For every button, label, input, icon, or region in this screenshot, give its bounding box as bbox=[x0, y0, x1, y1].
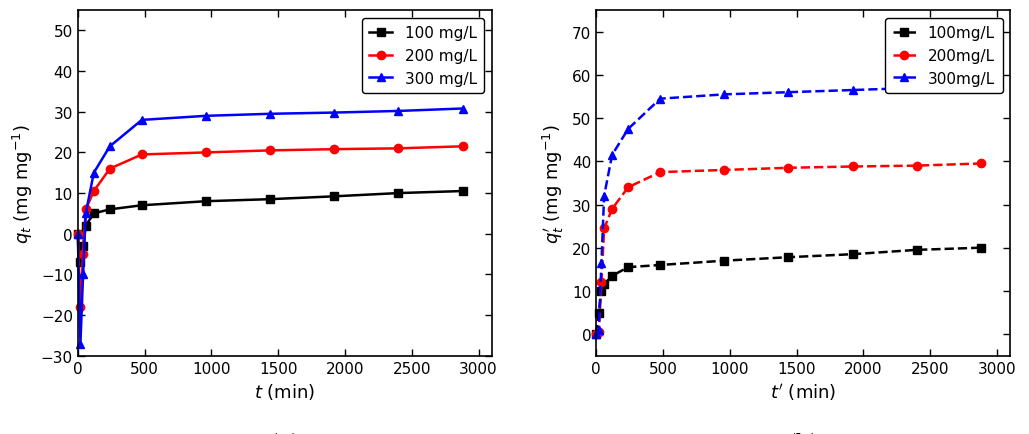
200mg/L bbox=[593, 329, 605, 335]
Line: 100mg/L: 100mg/L bbox=[592, 244, 985, 339]
100mg/L bbox=[654, 263, 667, 268]
100 mg/L bbox=[77, 244, 90, 249]
200 mg/L bbox=[328, 147, 341, 152]
300mg/L bbox=[593, 327, 605, 332]
300 mg/L bbox=[77, 272, 90, 277]
200 mg/L bbox=[74, 305, 86, 310]
200 mg/L bbox=[87, 189, 100, 194]
100 mg/L bbox=[392, 191, 404, 196]
200 mg/L bbox=[79, 207, 92, 213]
200mg/L bbox=[595, 280, 607, 285]
200 mg/L bbox=[264, 148, 277, 154]
200mg/L bbox=[782, 166, 794, 171]
300 mg/L bbox=[74, 341, 86, 346]
100 mg/L bbox=[456, 189, 468, 194]
200 mg/L bbox=[77, 252, 90, 257]
100 mg/L bbox=[328, 194, 341, 200]
300 mg/L bbox=[328, 111, 341, 116]
200mg/L bbox=[718, 168, 731, 173]
X-axis label: $t$ (min): $t$ (min) bbox=[254, 381, 316, 401]
200mg/L bbox=[622, 185, 634, 191]
200mg/L bbox=[598, 226, 610, 231]
300 mg/L bbox=[264, 112, 277, 117]
100mg/L bbox=[593, 310, 605, 316]
300 mg/L bbox=[136, 118, 148, 123]
100 mg/L bbox=[200, 199, 212, 204]
Text: (b): (b) bbox=[787, 432, 819, 434]
300mg/L bbox=[782, 90, 794, 95]
100 mg/L bbox=[136, 203, 148, 208]
100mg/L bbox=[718, 259, 731, 264]
300mg/L bbox=[598, 194, 610, 199]
Line: 300mg/L: 300mg/L bbox=[592, 82, 985, 339]
Line: 200 mg/L: 200 mg/L bbox=[74, 143, 467, 311]
200 mg/L bbox=[104, 167, 116, 172]
100 mg/L bbox=[87, 211, 100, 217]
100mg/L bbox=[606, 273, 618, 279]
200 mg/L bbox=[72, 232, 84, 237]
300 mg/L bbox=[79, 211, 92, 217]
300mg/L bbox=[718, 92, 731, 98]
Y-axis label: $q_{t}'$ (mg mg$^{-1}$): $q_{t}'$ (mg mg$^{-1}$) bbox=[541, 124, 566, 243]
100mg/L bbox=[911, 248, 923, 253]
100mg/L bbox=[847, 252, 859, 257]
Line: 300 mg/L: 300 mg/L bbox=[74, 105, 467, 348]
300 mg/L bbox=[200, 114, 212, 119]
100 mg/L bbox=[79, 224, 92, 229]
200mg/L bbox=[974, 161, 987, 167]
300 mg/L bbox=[456, 107, 468, 112]
200mg/L bbox=[911, 164, 923, 169]
200mg/L bbox=[654, 170, 667, 175]
Legend: 100 mg/L, 200 mg/L, 300 mg/L: 100 mg/L, 200 mg/L, 300 mg/L bbox=[362, 19, 485, 94]
200 mg/L bbox=[136, 152, 148, 158]
100mg/L bbox=[782, 255, 794, 260]
300mg/L bbox=[654, 97, 667, 102]
300mg/L bbox=[847, 88, 859, 93]
100mg/L bbox=[974, 246, 987, 251]
300mg/L bbox=[606, 153, 618, 158]
300 mg/L bbox=[87, 171, 100, 176]
100mg/L bbox=[595, 289, 607, 294]
200 mg/L bbox=[392, 146, 404, 151]
100 mg/L bbox=[104, 207, 116, 213]
Legend: 100mg/L, 200mg/L, 300mg/L: 100mg/L, 200mg/L, 300mg/L bbox=[885, 19, 1002, 94]
100mg/L bbox=[590, 332, 602, 337]
Line: 200mg/L: 200mg/L bbox=[592, 160, 985, 339]
100 mg/L bbox=[264, 197, 277, 202]
200 mg/L bbox=[200, 151, 212, 156]
300mg/L bbox=[595, 260, 607, 266]
100mg/L bbox=[598, 282, 610, 287]
200mg/L bbox=[606, 207, 618, 212]
100mg/L bbox=[622, 265, 634, 270]
Line: 100 mg/L: 100 mg/L bbox=[74, 187, 467, 267]
300mg/L bbox=[590, 332, 602, 337]
Y-axis label: $q_t$ (mg mg$^{-1}$): $q_t$ (mg mg$^{-1}$) bbox=[11, 124, 35, 243]
100 mg/L bbox=[74, 260, 86, 265]
300mg/L bbox=[974, 84, 987, 89]
200mg/L bbox=[847, 164, 859, 170]
X-axis label: $t'$ (min): $t'$ (min) bbox=[770, 381, 837, 402]
200 mg/L bbox=[456, 145, 468, 150]
200mg/L bbox=[590, 332, 602, 337]
300 mg/L bbox=[72, 232, 84, 237]
300mg/L bbox=[911, 86, 923, 91]
300 mg/L bbox=[392, 109, 404, 114]
300mg/L bbox=[622, 127, 634, 132]
Text: (a): (a) bbox=[270, 432, 300, 434]
100 mg/L bbox=[72, 232, 84, 237]
300 mg/L bbox=[104, 145, 116, 150]
